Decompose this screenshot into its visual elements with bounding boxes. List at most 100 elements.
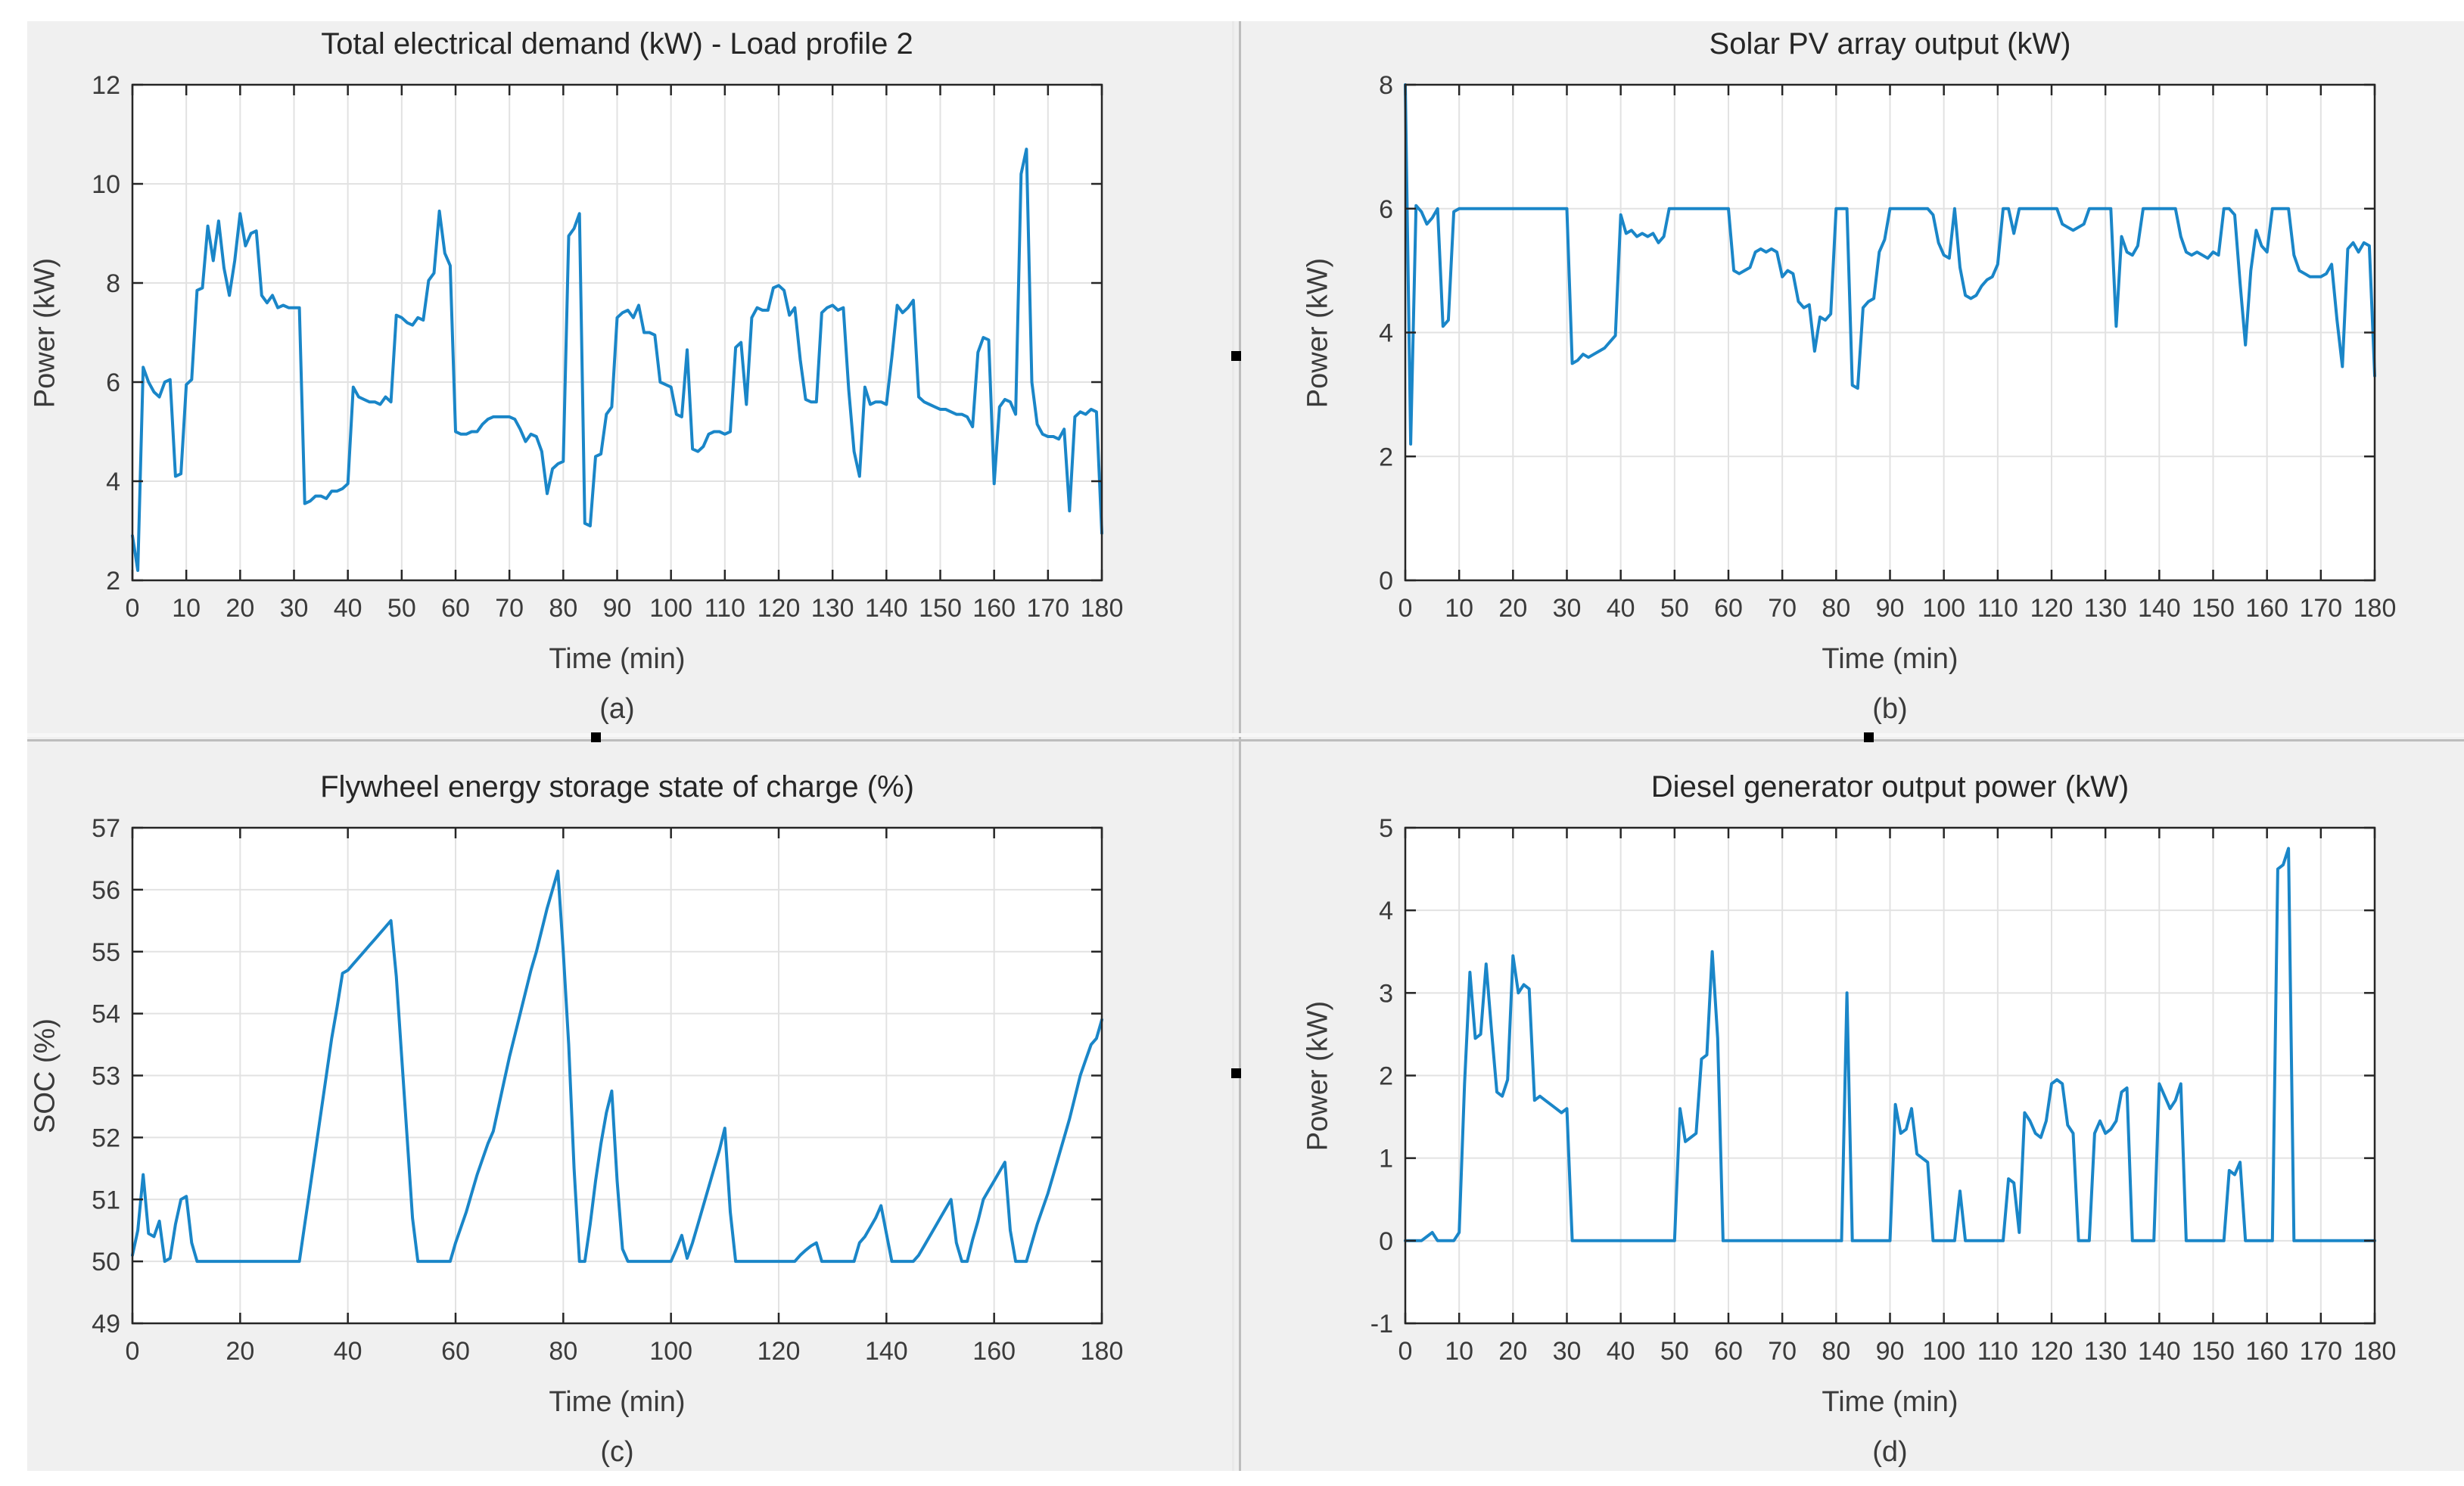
svg-text:90: 90 [1876,1337,1905,1366]
svg-text:180: 180 [2354,1337,2397,1366]
svg-text:180: 180 [1081,1337,1124,1366]
chart-c-canvas: 0 20 40 60 80 100 120 140 160 180 49 50 51 52 53 54 55 56… [92,814,1124,1366]
svg-text:50: 50 [387,594,416,623]
svg-text:-1: -1 [1370,1310,1393,1338]
svg-text:3: 3 [1379,979,1393,1008]
svg-text:2: 2 [106,567,120,595]
svg-text:4: 4 [1379,319,1393,348]
svg-text:40: 40 [334,594,362,623]
svg-text:20: 20 [226,594,254,623]
svg-text:100: 100 [649,1337,692,1366]
chart-c-xlabel: Time (min) [549,1386,686,1418]
svg-text:30: 30 [1553,594,1582,623]
svg-text:20: 20 [1498,594,1527,623]
svg-text:100: 100 [1922,1337,1965,1366]
chart-a-title: Total electrical demand (kW) - Load prof… [321,27,913,61]
svg-text:170: 170 [2299,1337,2342,1366]
svg-text:8: 8 [106,269,120,298]
svg-text:10: 10 [1445,1337,1473,1366]
svg-text:170: 170 [2299,594,2342,623]
chart-c-ylabel: SOC (%) [29,1018,61,1133]
panel-b-solar-pv: 0 10 20 30 40 50 60 70 80 90 100 110 120 130 140 150 160… [1232,0,2464,743]
svg-text:140: 140 [2138,594,2181,623]
svg-text:50: 50 [1660,594,1689,623]
selection-handle-icon[interactable] [1864,732,1874,742]
chart-d-panel-label: (d) [1872,1436,1908,1468]
svg-text:170: 170 [1026,594,1069,623]
svg-text:140: 140 [2138,1337,2181,1366]
svg-text:120: 120 [758,1337,801,1366]
svg-text:54: 54 [92,1000,120,1029]
svg-text:8: 8 [1379,71,1393,100]
svg-text:10: 10 [172,594,201,623]
svg-text:140: 140 [865,594,908,623]
svg-text:30: 30 [1553,1337,1582,1366]
svg-text:6: 6 [1379,195,1393,224]
svg-text:80: 80 [1822,594,1850,623]
chart-a-ylabel: Power (kW) [29,257,61,409]
svg-text:20: 20 [226,1337,254,1366]
chart-c-title: Flywheel energy storage state of charge … [320,770,914,804]
svg-text:80: 80 [1822,1337,1850,1366]
horizontal-divider-shadow [27,739,2464,741]
chart-b-title: Solar PV array output (kW) [1709,27,2071,61]
chart-b-ylabel: Power (kW) [1302,257,1334,409]
svg-text:160: 160 [972,1337,1016,1366]
svg-text:90: 90 [1876,594,1905,623]
vertical-divider-shadow [1239,21,1241,1471]
svg-text:160: 160 [2245,1337,2288,1366]
svg-text:0: 0 [126,1337,140,1366]
svg-text:90: 90 [603,594,632,623]
svg-text:40: 40 [1607,594,1635,623]
svg-text:52: 52 [92,1124,120,1152]
svg-text:0: 0 [1379,567,1393,595]
svg-text:120: 120 [2030,594,2074,623]
svg-text:10: 10 [1445,594,1473,623]
svg-text:51: 51 [92,1186,120,1214]
svg-text:120: 120 [2030,1337,2074,1366]
panel-d-diesel-generator: 0 10 20 30 40 50 60 70 80 90 100 110 120 130 140 150 160… [1232,743,2464,1486]
svg-text:60: 60 [1714,594,1743,623]
svg-text:49: 49 [92,1310,120,1338]
svg-text:30: 30 [280,594,309,623]
svg-text:6: 6 [106,368,120,397]
svg-text:180: 180 [1081,594,1124,623]
svg-text:2: 2 [1379,443,1393,471]
panel-a-total-demand: 0 10 20 30 40 50 60 70 80 90 100 110 120 130 140 150 160… [0,0,1232,743]
svg-text:150: 150 [919,594,962,623]
svg-text:150: 150 [2192,594,2235,623]
svg-text:56: 56 [92,876,120,905]
svg-text:80: 80 [549,594,577,623]
svg-text:60: 60 [441,594,470,623]
chart-d-ylabel: Power (kW) [1302,1000,1334,1152]
chart-b-xlabel: Time (min) [1822,643,1958,675]
svg-text:120: 120 [758,594,801,623]
chart-d-title: Diesel generator output power (kW) [1650,770,2130,804]
svg-text:130: 130 [2084,1337,2127,1366]
chart-b-canvas: 0 10 20 30 40 50 60 70 80 90 100 110 120 130 140 150 160… [1379,71,2397,623]
chart-a-canvas: 0 10 20 30 40 50 60 70 80 90 100 110 120 130 140 150 160… [92,71,1124,623]
svg-text:140: 140 [865,1337,908,1366]
svg-text:100: 100 [1922,594,1965,623]
selection-handle-icon[interactable] [1231,351,1241,361]
svg-text:180: 180 [2354,594,2397,623]
selection-handle-icon[interactable] [1231,1068,1241,1078]
chart-a-panel-label: (a) [599,693,635,725]
chart-d-xlabel: Time (min) [1822,1386,1958,1418]
svg-text:40: 40 [1607,1337,1635,1366]
svg-text:110: 110 [1977,1337,2018,1366]
svg-text:2: 2 [1379,1062,1393,1091]
svg-text:50: 50 [92,1248,120,1276]
svg-text:70: 70 [1768,1337,1797,1366]
vertical-divider-highlight [1232,21,1234,1471]
svg-text:60: 60 [441,1337,470,1366]
svg-text:0: 0 [1398,1337,1413,1366]
svg-text:1: 1 [1379,1145,1393,1174]
svg-text:150: 150 [2192,1337,2235,1366]
svg-text:55: 55 [92,938,120,967]
selection-handle-icon[interactable] [591,732,601,742]
chart-b-panel-label: (b) [1872,693,1908,725]
svg-text:160: 160 [972,594,1016,623]
svg-text:5: 5 [1379,814,1393,843]
